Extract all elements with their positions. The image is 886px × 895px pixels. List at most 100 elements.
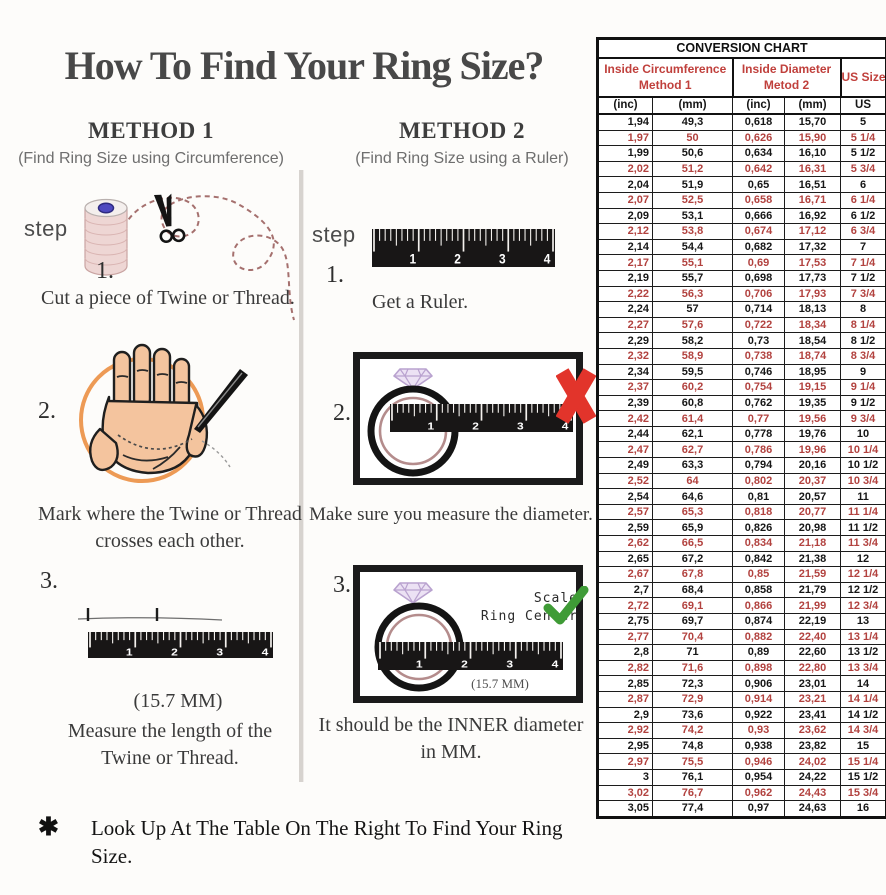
chart-cell: 10 1/4 (839, 441, 886, 459)
chart-cell: 71,6 (652, 659, 733, 677)
chart-cell: 68,4 (652, 581, 733, 599)
method-1-step-2-caption-line2: crosses each other. (95, 530, 245, 552)
chart-cell: 5 1/4 (839, 129, 886, 147)
method-2-step-2-number: 2. (333, 400, 351, 426)
chart-cell: 2,62 (597, 535, 653, 552)
chart-cell: 13 (839, 613, 886, 630)
chart-cell: 2,27 (597, 316, 653, 334)
svg-text:1: 1 (427, 421, 434, 432)
chart-cell: 2,72 (597, 597, 653, 614)
chart-cell: 0,786 (732, 441, 785, 459)
table-group-header-row: Inside Circumference Method 1 Inside Dia… (596, 57, 886, 98)
chart-cell: 2,04 (597, 176, 653, 193)
chart-cell: 74,8 (652, 737, 733, 755)
chart-cell: 11 1/2 (839, 519, 886, 537)
chart-cell: 23,01 (784, 675, 841, 692)
method-1-step-3-number: 3. (40, 568, 58, 594)
chart-cell: 2,12 (597, 223, 653, 240)
chart-cell: 0,77 (732, 410, 785, 427)
chart-cell: 0,626 (732, 129, 785, 147)
chart-cell: 7 (839, 238, 886, 256)
table-row: 2,82 71,6 0,898 22,80 13 3/4 (597, 659, 886, 677)
chart-cell: 69,1 (652, 597, 733, 614)
chart-cell: 6 3/4 (839, 223, 886, 240)
table-row: 2,39 60,8 0,762 19,35 9 1/2 (597, 394, 886, 412)
table-title: CONVERSION CHART (596, 38, 886, 59)
method-1-step-3-caption-line2: Twine or Thread. (101, 747, 239, 769)
chart-cell: 13 3/4 (839, 659, 886, 677)
chart-cell: 0,754 (732, 379, 785, 396)
chart-cell: 1,94 (597, 113, 653, 131)
method-1-step-1-caption: Cut a piece of Twine or Thread. (41, 287, 295, 309)
chart-cell: 67,8 (652, 566, 733, 583)
chart-cell: 2,09 (597, 207, 653, 225)
sub-header: US (839, 96, 886, 115)
chart-cell: 51,9 (652, 176, 733, 193)
table-row: 2,47 62,7 0,786 19,96 10 1/4 (597, 441, 886, 459)
table-row: 2,32 58,9 0,738 18,74 8 3/4 (597, 347, 886, 365)
chart-cell: 0,954 (732, 768, 785, 786)
table-row: 2,95 74,8 0,938 23,82 15 (597, 737, 886, 755)
box-ruler-icon: 1 2 3 4 (378, 642, 563, 670)
col-group-diameter: Inside Diameter Metod 2 (731, 57, 842, 98)
chart-cell: 22,19 (784, 613, 841, 630)
chart-cell: 23,21 (784, 690, 841, 708)
method-1-ruler-icon: 1 2 3 4 (88, 632, 273, 658)
chart-cell: 0,698 (732, 269, 785, 287)
chart-cell: 19,96 (784, 441, 841, 459)
method-1-subtitle: (Find Ring Size using Circumference) (18, 150, 284, 167)
table-row: 2,09 53,1 0,666 16,92 6 1/2 (597, 207, 886, 225)
chart-cell: 61,4 (652, 410, 733, 427)
chart-cell: 20,37 (784, 472, 841, 490)
table-row: 2,57 65,3 0,818 20,77 11 1/4 (597, 503, 886, 521)
chart-cell: 2,8 (597, 644, 653, 661)
chart-cell: 0,882 (732, 628, 785, 646)
sub-header: (inc) (597, 96, 653, 115)
chart-cell: 0,762 (732, 394, 785, 412)
chart-cell: 69,7 (652, 613, 733, 630)
chart-cell: 8 (839, 301, 886, 318)
sub-header: (mm) (784, 96, 841, 115)
method-2-step-1-number: 1. (326, 262, 344, 288)
chart-cell: 19,56 (784, 410, 841, 427)
column-divider (299, 170, 303, 782)
table-row: 2,8 71 0,89 22,60 13 1/2 (597, 644, 886, 661)
table-row: 1,99 50,6 0,634 16,10 5 1/2 (597, 145, 886, 162)
chart-cell: 18,34 (784, 316, 841, 334)
twine-mark-icon (117, 434, 193, 450)
chart-cell: 0,842 (732, 550, 785, 568)
chart-cell: 2,34 (597, 363, 653, 381)
method-2-step-3-number: 3. (333, 572, 351, 598)
method-2-title: METHOD 2 (398, 118, 526, 143)
method-2-subtitle: (Find Ring Size using a Ruler) (355, 150, 569, 167)
chart-cell: 76,1 (652, 768, 733, 786)
table-row: 2,85 72,3 0,906 23,01 14 (597, 675, 886, 692)
chart-cell: 15 (839, 737, 886, 755)
svg-text:1: 1 (416, 659, 423, 670)
chart-cell: 0,674 (732, 223, 785, 240)
chart-cell: 2,77 (597, 628, 653, 646)
chart-cell: 2,85 (597, 675, 653, 692)
chart-cell: 2,59 (597, 519, 653, 537)
chart-cell: 17,12 (784, 223, 841, 240)
method-2-step-3-caption-line2: in MM. (420, 741, 482, 763)
svg-text:4: 4 (562, 421, 569, 432)
chart-cell: 10 3/4 (839, 472, 886, 490)
chart-cell: 0,946 (732, 753, 785, 770)
chart-cell: 0,738 (732, 347, 785, 365)
sub-header: (mm) (652, 96, 733, 115)
method-2-ruler-icon: 1 2 3 4 (372, 229, 555, 267)
chart-cell: 19,35 (784, 394, 841, 412)
table-row: 2,19 55,7 0,698 17,73 7 1/2 (597, 269, 886, 287)
box-measure-value: (15.7 MM) (471, 676, 529, 691)
chart-cell: 76,7 (652, 784, 733, 802)
chart-cell: 2,24 (597, 301, 653, 318)
chart-cell: 2,32 (597, 347, 653, 365)
chart-cell: 0,682 (732, 238, 785, 256)
chart-cell: 71 (652, 644, 733, 661)
col-group-circumference: Inside Circumference Method 1 (596, 57, 734, 98)
table-row: 3 76,1 0,954 24,22 15 1/2 (597, 768, 886, 786)
chart-cell: 22,40 (784, 628, 841, 646)
table-row: 2,27 57,6 0,722 18,34 8 1/4 (597, 316, 886, 334)
method-2-step-1-caption: Get a Ruler. (372, 291, 469, 313)
